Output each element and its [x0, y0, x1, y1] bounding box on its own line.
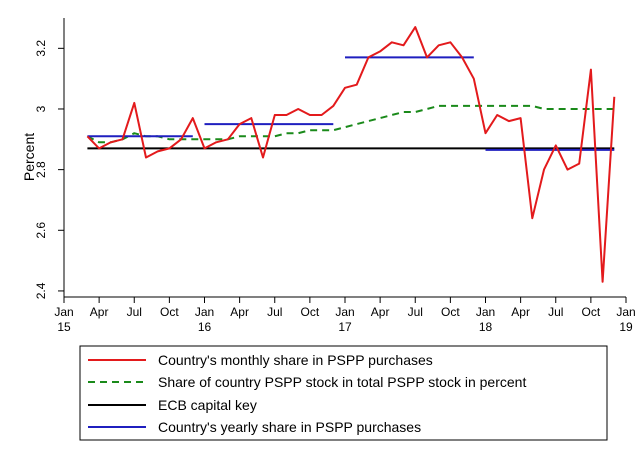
x-tick-label: Jan: [195, 305, 214, 319]
x-tick-label-year: 15: [57, 320, 71, 334]
x-tick-label: Jan: [476, 305, 495, 319]
x-tick-label: Apr: [511, 305, 530, 319]
x-tick-label: Oct: [301, 305, 320, 319]
x-tick-label-year: 16: [198, 320, 212, 334]
series-monthly-share-line: [86, 26, 616, 283]
x-tick-label: Jul: [548, 305, 563, 319]
x-tick-label: Oct: [441, 305, 460, 319]
series-stock-share-line: [86, 104, 615, 144]
y-axis-ticks: 2.4 2.6 2.8 3 3.2: [34, 40, 64, 299]
legend-label-monthly-share: Country's monthly share in PSPP purchase…: [158, 352, 433, 368]
x-tick-label: Oct: [582, 305, 601, 319]
x-tick-label: Apr: [230, 305, 249, 319]
x-tick-label: Jul: [127, 305, 142, 319]
x-tick-label: Jan: [335, 305, 354, 319]
y-tick-label: 3: [34, 105, 48, 112]
x-tick-label-year: 17: [338, 320, 352, 334]
series-layer: [86, 26, 616, 283]
x-tick-label: Jan: [54, 305, 73, 319]
y-tick-label: 2.4: [34, 282, 48, 299]
x-tick-label: Jul: [267, 305, 282, 319]
y-tick-label: 2.8: [34, 161, 48, 178]
y-tick-label: 3.2: [34, 40, 48, 57]
x-tick-label-year: 19: [619, 320, 633, 334]
x-tick-label-year: 18: [479, 320, 493, 334]
legend-label-capital-key: ECB capital key: [158, 397, 257, 413]
x-tick-label: Jan: [616, 305, 635, 319]
x-tick-label: Oct: [160, 305, 179, 319]
x-tick-label: Apr: [90, 305, 109, 319]
legend-box: [79, 345, 608, 441]
y-tick-label: 2.6: [34, 222, 48, 239]
x-tick-label: Jul: [408, 305, 423, 319]
legend-label-stock-share: Share of country PSPP stock in total PSP…: [158, 374, 526, 390]
legend: Country's monthly share in PSPP purchase…: [79, 345, 608, 441]
y-axis-title: Percent: [21, 133, 37, 181]
legend-label-yearly-share: Country's yearly share in PSPP purchases: [158, 419, 421, 435]
x-tick-label: Apr: [371, 305, 390, 319]
